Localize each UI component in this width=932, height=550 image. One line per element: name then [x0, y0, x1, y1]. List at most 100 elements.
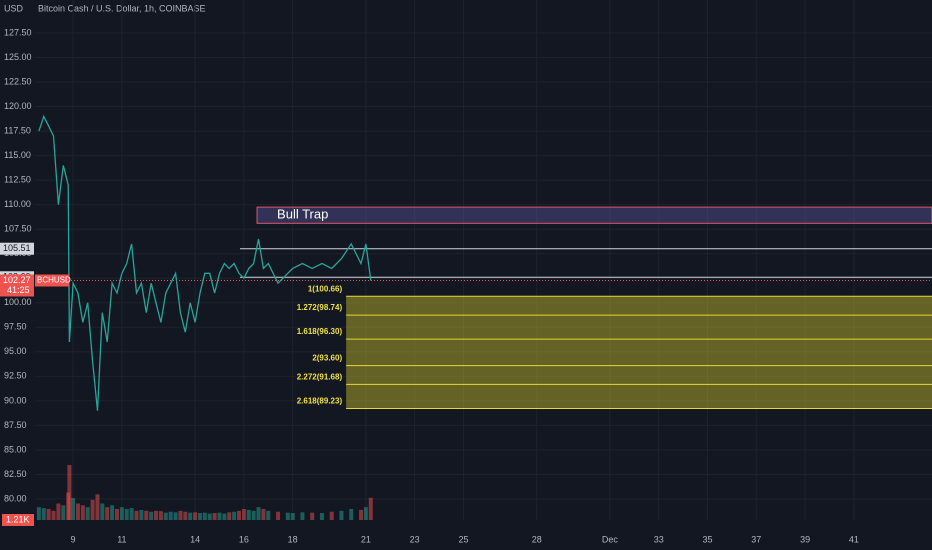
volume-bar: [105, 507, 110, 520]
volume-bar: [241, 509, 246, 520]
volume-bar: [75, 503, 80, 520]
volume-bar: [51, 510, 56, 520]
volume-bar: [124, 509, 129, 520]
y-tick-label: 80.00: [4, 493, 27, 503]
x-tick-label: 18: [288, 534, 298, 544]
volume-bar: [349, 509, 354, 520]
volume-bar: [359, 509, 364, 520]
volume-bar: [114, 509, 119, 520]
y-tick-label: 107.50: [4, 224, 32, 234]
y-tick-label: 120.00: [4, 101, 32, 111]
x-tick-label: 39: [800, 534, 810, 544]
level-tag-label: 105.51: [3, 243, 31, 253]
volume-bar: [256, 507, 261, 520]
fib-label: 2.618(89.23): [297, 397, 343, 406]
volume-bar: [329, 511, 334, 520]
last-price-tag: [0, 274, 34, 297]
y-tick-label: 95.00: [4, 346, 27, 356]
x-tick-label: 33: [654, 534, 664, 544]
volume-bar: [163, 512, 168, 520]
y-tick-label: 90.00: [4, 395, 27, 405]
y-tick-label: 115.00: [4, 150, 31, 160]
volume-bar: [100, 503, 105, 520]
volume-bar: [251, 510, 256, 520]
y-tick-label: 122.50: [4, 76, 32, 86]
symbol-label: BCHUSD: [37, 276, 71, 285]
volume-bar: [319, 513, 324, 520]
volume-bar: [217, 512, 222, 520]
volume-bar: [178, 510, 183, 520]
x-tick-label: 14: [190, 534, 200, 544]
x-tick-label: 28: [532, 534, 542, 544]
volume-bar: [290, 513, 295, 520]
bull-trap-label: Bull Trap: [277, 207, 328, 222]
volume-bar: [276, 511, 281, 520]
volume-bar: [56, 503, 61, 520]
fib-label: 2(93.60): [312, 354, 342, 363]
bull-trap-box: [256, 206, 932, 224]
volume-bar: [300, 512, 305, 520]
y-tick-label: 87.50: [4, 420, 27, 430]
volume-bar: [227, 512, 232, 520]
price-line: [38, 114, 372, 411]
volume-bar: [139, 509, 144, 520]
volume-bar: [168, 511, 173, 520]
y-tick-label: 92.50: [4, 371, 27, 381]
x-tick-label: 25: [458, 534, 468, 544]
volume-bar: [193, 512, 198, 520]
volume-bar: [95, 494, 100, 520]
volume-bar: [173, 512, 178, 520]
countdown: 41:25: [7, 285, 30, 295]
volume-bar: [197, 513, 202, 520]
volume-bar: [261, 509, 266, 520]
volume-bar: [41, 508, 46, 520]
volume-bar: [188, 512, 193, 520]
volume-bar: [246, 509, 251, 520]
volume-tag-label: 1.21K: [6, 514, 30, 524]
volume-bar: [144, 510, 149, 520]
volume-bar: [85, 507, 90, 520]
x-tick-label: Dec: [602, 534, 619, 544]
volume-bar: [158, 511, 163, 520]
volume-bar: [129, 508, 134, 520]
x-tick-label: 9: [71, 534, 76, 544]
volume-bar: [183, 511, 188, 520]
volume-bar: [368, 497, 373, 520]
x-tick-label: 23: [410, 534, 420, 544]
volume-bar: [236, 510, 241, 520]
x-tick-label: 16: [239, 534, 249, 544]
fib-label: 1(100.66): [308, 284, 343, 293]
y-tick-label: 97.50: [4, 322, 27, 332]
volume-bar: [110, 505, 115, 520]
currency: USD: [4, 3, 24, 13]
y-tick-label: 127.50: [4, 27, 32, 37]
volume-tag: [2, 514, 34, 526]
volume-bar: [134, 510, 139, 520]
volume-bar: [207, 513, 212, 520]
volume-bar: [202, 512, 207, 520]
volume-bar: [363, 507, 368, 520]
volume-bar: [61, 505, 66, 520]
y-tick-label: 125.00: [4, 52, 32, 62]
volume-bar: [119, 507, 124, 520]
level-tag: [0, 242, 34, 255]
x-tick-label: 37: [751, 534, 761, 544]
y-tick-label: 82.50: [4, 469, 27, 479]
x-tick-label: 21: [361, 534, 371, 544]
fib-zone: [346, 296, 932, 409]
x-tick-label: 35: [702, 534, 712, 544]
volume-bar: [212, 513, 217, 520]
symbol-tag: [35, 274, 69, 287]
fib-label: 2.272(91.68): [297, 373, 343, 382]
volume-bar: [46, 509, 51, 520]
volume-bar: [90, 499, 95, 520]
volume-bar: [266, 510, 271, 520]
volume-bar: [232, 511, 237, 520]
fib-label: 1.272(98.74): [297, 303, 343, 312]
y-tick-label: 112.50: [4, 175, 31, 185]
volume-bar: [222, 513, 227, 520]
volume-bar: [310, 512, 315, 520]
volume-bar: [67, 465, 72, 520]
